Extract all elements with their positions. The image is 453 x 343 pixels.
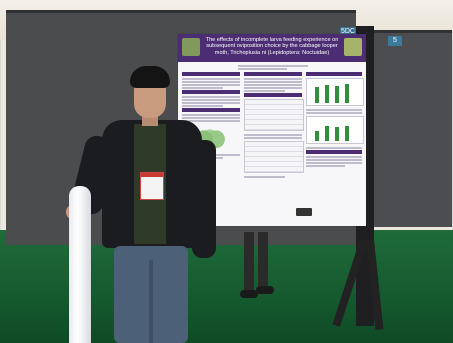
leg <box>258 232 268 288</box>
text-line <box>244 176 285 178</box>
text-line <box>306 159 362 161</box>
text-line <box>244 134 302 136</box>
section-heading <box>182 108 240 112</box>
authors-line <box>238 65 308 67</box>
bar-chart-top <box>306 78 364 106</box>
text-line <box>182 102 240 104</box>
text-line <box>306 165 346 167</box>
university-logo <box>296 208 312 216</box>
section-heading <box>182 72 240 76</box>
text-line <box>306 147 362 149</box>
text-line <box>182 120 240 122</box>
text-line <box>306 109 362 111</box>
text-line <box>244 87 302 89</box>
section-heading <box>182 90 240 94</box>
poster-tube <box>69 186 91 343</box>
affiliation-line <box>238 68 287 70</box>
poster-column-3 <box>306 72 364 168</box>
section-heading <box>306 150 362 154</box>
shoe <box>256 286 274 294</box>
text-line <box>182 78 240 80</box>
text-line <box>244 78 302 80</box>
text-line <box>244 137 302 139</box>
presenter-hair <box>130 66 170 88</box>
background-person-legs <box>238 232 274 308</box>
text-line <box>182 87 223 89</box>
shoe <box>240 290 258 298</box>
text-line <box>182 117 240 119</box>
text-line <box>306 156 362 158</box>
text-line <box>306 162 362 164</box>
chart-bar <box>325 85 329 103</box>
section-heading <box>244 72 302 76</box>
chart-bar <box>315 87 319 103</box>
board-number-tag-left: 5DC <box>340 27 356 37</box>
chart-bar <box>335 127 339 141</box>
poster-header <box>178 34 366 62</box>
leg <box>244 232 254 292</box>
board-number-tag-right: 5 <box>388 36 402 46</box>
chart-bar <box>335 86 339 103</box>
badge-strip <box>141 173 163 177</box>
text-line <box>182 105 223 107</box>
text-line <box>182 81 240 83</box>
section-heading <box>306 72 362 76</box>
presenter-jeans <box>114 246 188 343</box>
poster-authors <box>238 64 308 71</box>
section-heading <box>244 93 302 97</box>
text-line <box>244 90 285 92</box>
text-line <box>244 84 302 86</box>
poster-column-2 <box>244 72 304 179</box>
text-line <box>182 114 240 116</box>
text-line <box>244 81 302 83</box>
chart-bar <box>345 126 349 141</box>
chart-bar <box>325 126 329 141</box>
jeans-seam <box>149 260 153 343</box>
chart-bar <box>345 84 349 103</box>
text-line <box>182 96 240 98</box>
results-table <box>244 141 304 173</box>
poster-logo-left <box>182 38 200 56</box>
results-table <box>244 99 304 131</box>
text-line <box>182 84 240 86</box>
bar-chart-bottom <box>306 116 364 144</box>
text-line <box>182 99 240 101</box>
name-badge <box>140 172 164 200</box>
poster-board-right <box>372 30 452 227</box>
text-line <box>306 112 362 114</box>
poster-logo-right <box>344 38 362 56</box>
poster-title: The effects of incomplete larva feeding … <box>205 37 339 56</box>
chart-bar <box>315 131 319 141</box>
